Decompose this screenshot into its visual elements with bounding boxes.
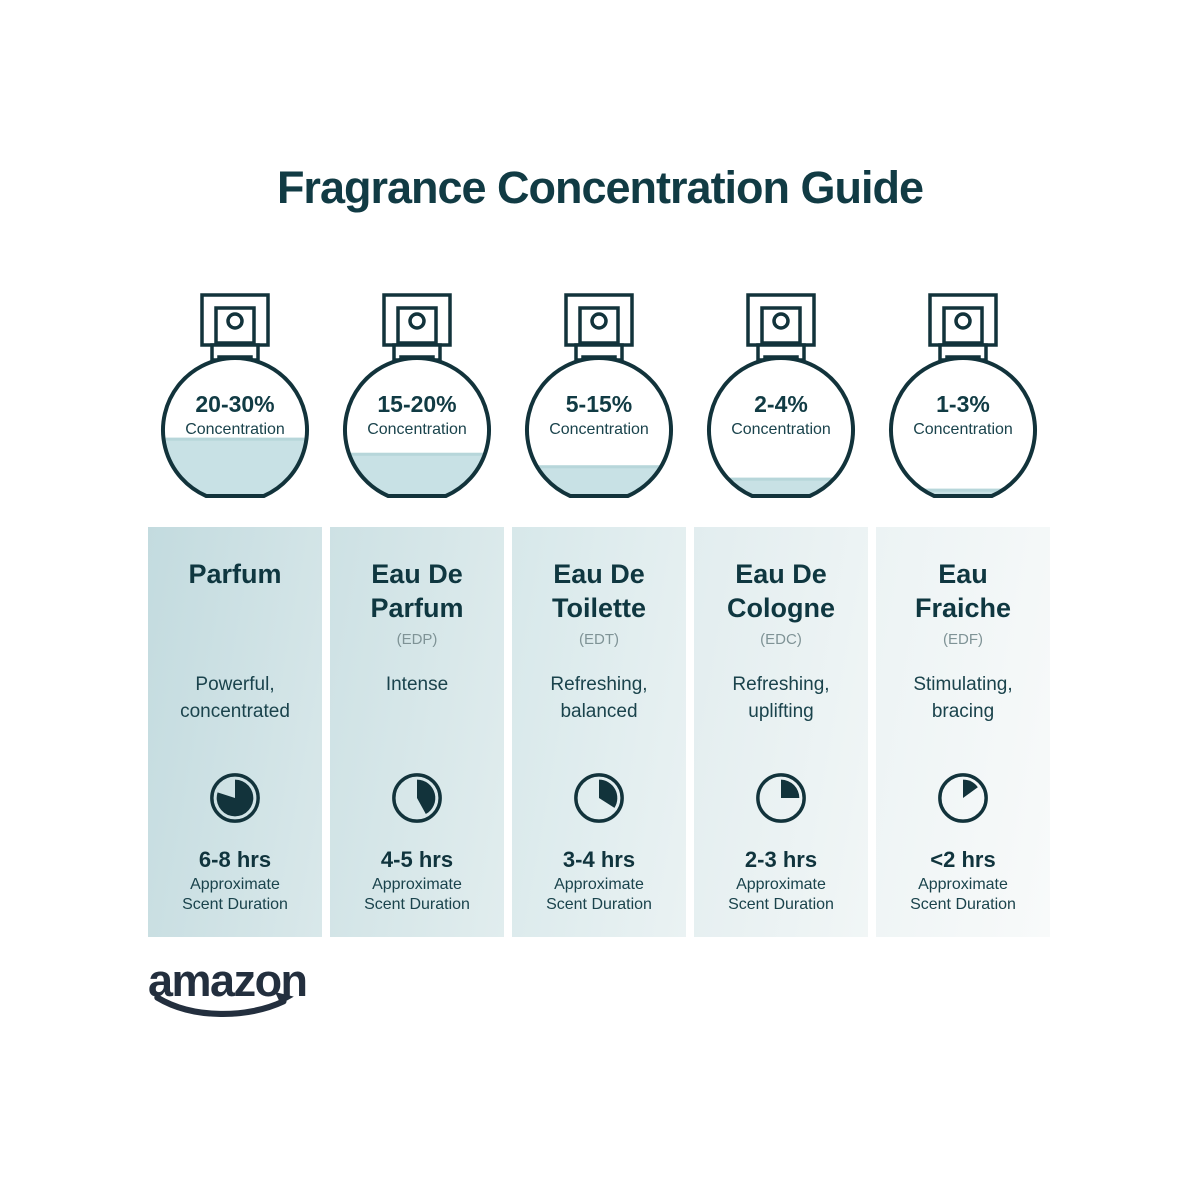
clock-icon xyxy=(148,771,322,847)
bottle-concentration-label: Concentration xyxy=(185,421,285,438)
duration-note-line1: Approximate xyxy=(918,876,1008,893)
page-title: Fragrance Concentration Guide xyxy=(276,162,924,213)
amazon-wordmark: amazon xyxy=(148,955,308,1006)
bottle-concentration-label: Concentration xyxy=(731,421,831,438)
clock-icon xyxy=(876,771,1050,847)
duration-note: Approximate Scent Duration xyxy=(148,875,322,915)
clock-icon xyxy=(694,771,868,847)
bottle-range: 15-20% xyxy=(377,391,456,417)
fragrance-columns: Parfum Powerful, concentrated 6-8 hrs Ap… xyxy=(148,527,1050,937)
bottle-range: 5-15% xyxy=(566,391,632,417)
duration-note-line2: Scent Duration xyxy=(364,896,470,913)
duration-note: Approximate Scent Duration xyxy=(330,875,504,915)
bottle-eau-fraiche: 1-3% Concentration xyxy=(876,293,1050,505)
perfume-bottle-icon: 20-30% Concentration xyxy=(161,293,309,498)
fragrance-description: Refreshing, uplifting xyxy=(732,674,830,722)
fragrance-abbr: (EDC) xyxy=(760,631,802,648)
perfume-bottle-icon: 5-15% Concentration xyxy=(525,293,673,498)
bottle-eau-de-cologne: 2-4% Concentration xyxy=(694,293,868,505)
duration-note-line1: Approximate xyxy=(736,876,826,893)
bottle-parfum: 20-30% Concentration xyxy=(148,293,322,505)
fragrance-name: Eau De Toilette xyxy=(552,559,646,623)
scent-duration: 2-3 hrs xyxy=(744,847,818,872)
duration-note-line2: Scent Duration xyxy=(910,896,1016,913)
scent-duration: 3-4 hrs xyxy=(562,847,636,872)
column-eau-de-parfum: Eau De Parfum (EDP) Intense 4-5 hrs Appr… xyxy=(330,527,504,937)
duration-note-line1: Approximate xyxy=(554,876,644,893)
duration-note: Approximate Scent Duration xyxy=(876,875,1050,915)
column-eau-de-cologne: Eau De Cologne (EDC) Refreshing, uplifti… xyxy=(694,527,868,937)
amazon-logo: amazon xyxy=(148,958,348,1023)
bottle-eau-de-parfum: 15-20% Concentration xyxy=(330,293,504,505)
perfume-bottle-icon: 1-3% Concentration xyxy=(889,293,1037,498)
bottle-concentration-label: Concentration xyxy=(549,421,649,438)
fragrance-description: Powerful, concentrated xyxy=(180,674,290,722)
duration-note-line2: Scent Duration xyxy=(182,896,288,913)
fragrance-name: Eau Fraiche xyxy=(914,559,1012,623)
bottle-range: 2-4% xyxy=(754,391,808,417)
scent-duration: 4-5 hrs xyxy=(380,847,454,872)
duration-note-line2: Scent Duration xyxy=(728,896,834,913)
column-parfum: Parfum Powerful, concentrated 6-8 hrs Ap… xyxy=(148,527,322,937)
fragrance-description: Refreshing, balanced xyxy=(550,674,648,722)
bottle-concentration-label: Concentration xyxy=(367,421,467,438)
fragrance-abbr: (EDF) xyxy=(943,631,983,648)
bottle-range: 20-30% xyxy=(195,391,274,417)
column-eau-de-toilette: Eau De Toilette (EDT) Refreshing, balanc… xyxy=(512,527,686,937)
fragrance-abbr: (EDP) xyxy=(396,631,438,648)
clock-icon xyxy=(512,771,686,847)
fragrance-description: Intense xyxy=(385,674,449,695)
fragrance-abbr xyxy=(148,629,322,671)
fragrance-name: Eau De Cologne xyxy=(727,559,835,623)
scent-duration: <2 hrs xyxy=(930,847,996,872)
clock-icon xyxy=(330,771,504,847)
fragrance-description: Stimulating, bracing xyxy=(913,674,1013,722)
duration-note-line2: Scent Duration xyxy=(546,896,652,913)
duration-note-line1: Approximate xyxy=(190,876,280,893)
bottles-row: 20-30% Concentration 15-20% Concentratio… xyxy=(148,293,1050,505)
amazon-smile-icon xyxy=(154,991,294,1017)
duration-note: Approximate Scent Duration xyxy=(694,875,868,915)
perfume-bottle-icon: 2-4% Concentration xyxy=(707,293,855,498)
fragrance-name: Parfum xyxy=(188,559,282,589)
bottle-range: 1-3% xyxy=(936,391,990,417)
scent-duration: 6-8 hrs xyxy=(198,847,272,872)
column-eau-fraiche: Eau Fraiche (EDF) Stimulating, bracing <… xyxy=(876,527,1050,937)
bottle-concentration-label: Concentration xyxy=(913,421,1013,438)
fragrance-name: Eau De Parfum xyxy=(370,559,464,623)
bottle-eau-de-toilette: 5-15% Concentration xyxy=(512,293,686,505)
duration-note-line1: Approximate xyxy=(372,876,462,893)
perfume-bottle-icon: 15-20% Concentration xyxy=(343,293,491,498)
fragrance-abbr: (EDT) xyxy=(579,631,619,648)
duration-note: Approximate Scent Duration xyxy=(512,875,686,915)
